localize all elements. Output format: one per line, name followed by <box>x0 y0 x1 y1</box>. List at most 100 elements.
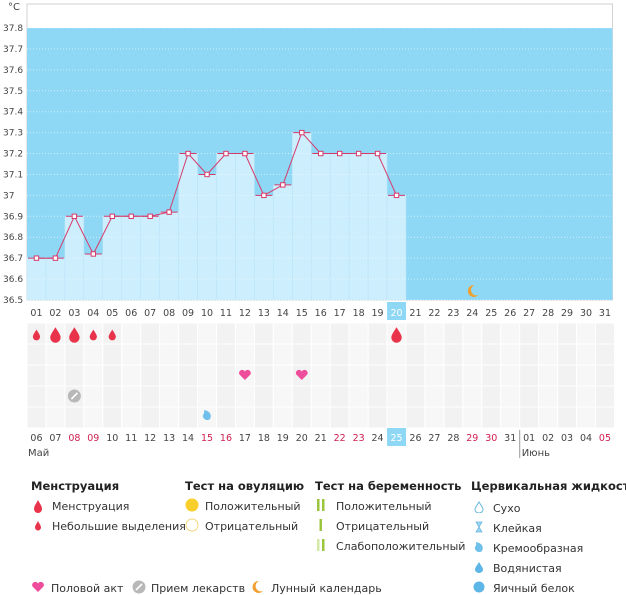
symbol-cell <box>367 406 388 429</box>
symbol-cell <box>443 364 464 387</box>
x-top-tick-label: 18 <box>353 308 365 319</box>
symbol-cell <box>481 385 502 408</box>
symbol-cell <box>557 322 578 345</box>
symbol-cell <box>26 343 47 366</box>
y-tick-label: 37.7 <box>3 45 23 55</box>
x-top-tick-label: 30 <box>580 308 592 319</box>
moon-icon <box>252 580 263 593</box>
symbol-cell <box>159 364 180 387</box>
x-bottom-tick-label: 21 <box>315 433 327 444</box>
x-bottom-tick-label: 29 <box>466 433 478 444</box>
x-bottom-tick-label: 13 <box>163 433 175 444</box>
symbol-cell <box>576 364 596 387</box>
temperature-bar <box>386 195 407 301</box>
x-bottom-tick-label: 14 <box>182 433 194 444</box>
pregnancy-negative-icon <box>319 519 322 531</box>
temperature-point <box>299 129 305 136</box>
symbol-cell <box>83 364 104 387</box>
symbol-cell <box>462 364 483 387</box>
x-top-tick-label: 16 <box>315 308 327 319</box>
x-bottom-tick-label: 19 <box>277 433 289 444</box>
x-bottom-tick-label: 08 <box>68 433 80 444</box>
symbol-cell <box>443 406 464 429</box>
symbol-cell <box>595 322 615 345</box>
symbol-cell <box>329 364 350 387</box>
menstruation-drop-icon <box>391 327 402 343</box>
x-bottom-tick-label: 10 <box>106 433 118 444</box>
symbol-cell <box>557 385 578 408</box>
symbol-cell <box>310 406 331 429</box>
legend-fluid-sticky: Клейкая <box>493 522 542 535</box>
symbol-cell <box>557 364 578 387</box>
fluid-eggwhite-icon <box>473 581 485 593</box>
y-unit-label: °C <box>8 2 20 13</box>
legend-medication: Прием лекарств <box>151 582 246 595</box>
y-tick-label: 36.5 <box>3 296 23 306</box>
temperature-point <box>318 150 324 157</box>
symbol-cell <box>481 322 502 345</box>
month-label: Май <box>28 448 49 459</box>
symbol-cell <box>253 364 274 387</box>
symbol-cell <box>216 322 236 345</box>
y-tick-label: 36.9 <box>3 212 23 222</box>
x-top-tick-label: 25 <box>485 308 497 319</box>
temperature-bar <box>329 153 350 301</box>
symbol-cell <box>538 406 559 429</box>
y-tick-label: 37 <box>3 191 14 201</box>
symbol-cell <box>557 343 578 366</box>
symbol-cell <box>481 343 502 366</box>
symbol-cell <box>386 343 407 366</box>
temperature-point <box>109 213 115 220</box>
symbol-cell <box>424 322 445 345</box>
y-tick-label: 37.6 <box>3 66 23 76</box>
symbol-cell <box>386 385 407 408</box>
medication-pill-stripe <box>70 392 78 400</box>
symbol-cell <box>64 343 85 366</box>
symbol-cell <box>178 364 199 387</box>
symbol-cell <box>405 385 426 408</box>
symbol-cell <box>253 322 274 345</box>
symbol-cell <box>178 343 199 366</box>
symbol-cell <box>576 385 596 408</box>
x-top-tick-label: 08 <box>163 308 175 319</box>
symbol-cell <box>443 322 464 345</box>
symbol-cell <box>121 322 142 345</box>
x-bottom-tick-label: 23 <box>353 433 365 444</box>
legend-fluid-title: Цервикальная жидкость <box>471 479 626 493</box>
x-bottom-tick-label: 24 <box>372 433 384 444</box>
x-top-tick-label: 20 <box>390 308 402 319</box>
symbol-cell <box>348 322 369 345</box>
legend-spotting-item: Небольшие выделения <box>52 520 186 533</box>
symbol-cell <box>140 322 161 345</box>
x-top-tick-label: 01 <box>30 308 42 319</box>
symbol-cell <box>216 406 236 429</box>
x-top-tick-label: 10 <box>201 308 213 319</box>
ovulation-negative-icon <box>185 518 199 532</box>
symbol-cell <box>595 343 615 366</box>
symbol-cell <box>481 406 502 429</box>
temperature-point <box>261 192 267 199</box>
temperature-bar <box>311 153 331 301</box>
month-label: Июнь <box>522 448 550 459</box>
symbol-cell <box>234 406 255 429</box>
temperature-bar <box>292 132 312 301</box>
temperature-point <box>223 150 229 157</box>
symbol-cell <box>26 385 47 408</box>
temperature-point <box>355 150 362 157</box>
symbol-cell <box>102 385 123 408</box>
x-top-tick-label: 09 <box>182 308 194 319</box>
symbol-cell <box>216 385 236 408</box>
symbol-cell <box>83 385 104 408</box>
intercourse-heart-icon <box>32 581 44 592</box>
symbol-cell <box>481 364 502 387</box>
symbol-cell <box>45 385 66 408</box>
symbol-cell <box>272 385 293 408</box>
symbol-cell <box>462 322 483 345</box>
x-bottom-tick-label: 12 <box>144 433 156 444</box>
x-bottom-tick-label: 07 <box>49 433 61 444</box>
temperature-bar <box>235 153 255 301</box>
symbol-cell <box>197 364 218 387</box>
x-top-tick-label: 04 <box>87 308 99 319</box>
symbol-cell <box>253 385 274 408</box>
symbol-cell <box>557 406 578 429</box>
